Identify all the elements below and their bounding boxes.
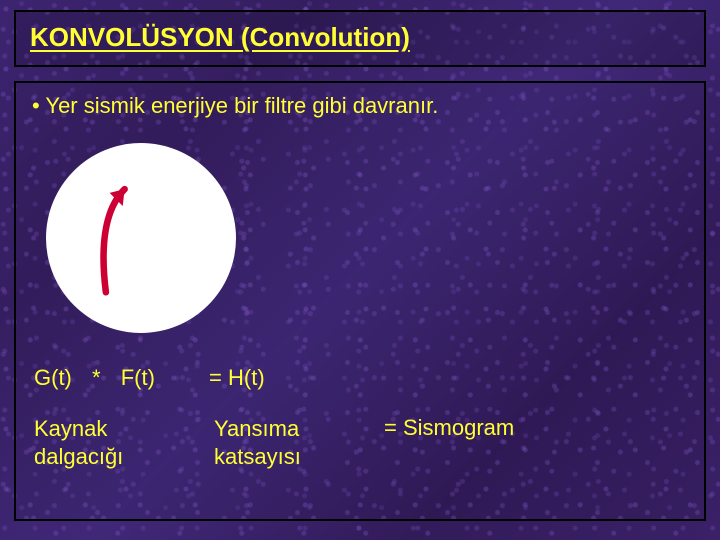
label-source-line2: dalgacığı <box>34 444 123 469</box>
slide: KONVOLÜSYON (Convolution) • Yer sismik e… <box>0 0 720 540</box>
label-refl-line1: Yansıma <box>214 416 299 441</box>
label-refl-line2: katsayısı <box>214 444 301 469</box>
diagram <box>46 143 236 333</box>
slide-title: KONVOLÜSYON (Convolution) <box>30 22 410 52</box>
label-source-line1: Kaynak <box>34 416 107 441</box>
content-box: • Yer sismik enerjiye bir filtre gibi da… <box>14 81 706 521</box>
equation-rhs: = H(t) <box>209 365 265 391</box>
arrow-icon <box>74 161 194 311</box>
label-reflection-coeff: Yansıma katsayısı <box>214 415 301 470</box>
title-box: KONVOLÜSYON (Convolution) <box>14 10 706 67</box>
equation-g: G(t) <box>34 365 72 391</box>
equation-f: F(t) <box>121 365 155 391</box>
equation: G(t) * F(t) = H(t) <box>34 365 265 391</box>
equation-op: * <box>92 365 101 391</box>
label-source-wavelet: Kaynak dalgacığı <box>34 415 123 470</box>
label-seismogram: = Sismogram <box>384 415 514 441</box>
bullet-text: • Yer sismik enerjiye bir filtre gibi da… <box>32 93 438 119</box>
